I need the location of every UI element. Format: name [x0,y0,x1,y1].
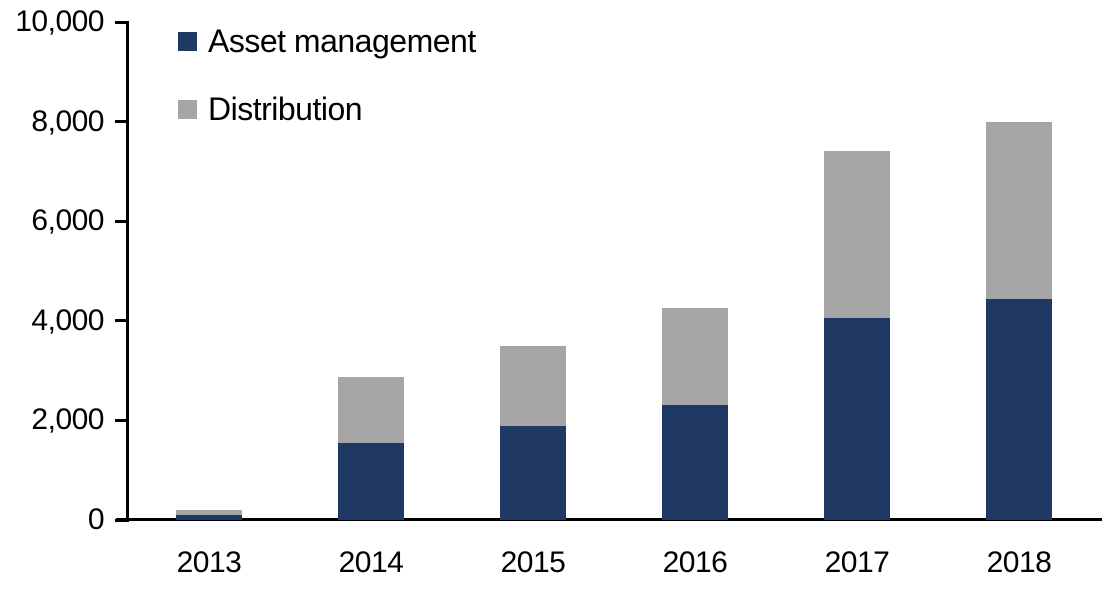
distribution-swatch-icon [178,99,197,119]
legend-label-distribution: Distribution [208,91,363,127]
x-tick-label-2016: 2016 [662,546,728,579]
bar-2017-distribution [824,151,890,319]
y-tick-6-000 [115,219,129,223]
legend: Asset management Distribution [178,22,476,158]
y-tick-label-4-000: 4,000 [31,303,104,337]
bar-2017-asset-management [824,318,890,520]
x-tick-label-2013: 2013 [176,546,242,579]
x-tick-label-2015: 2015 [500,546,566,579]
bar-2015-asset-management [500,425,566,520]
bar-2016-distribution [662,308,728,405]
x-tick-label-2018: 2018 [986,546,1052,579]
y-tick-4-000 [115,319,129,323]
y-axis-line [126,22,129,521]
bar-2016-asset-management [662,404,728,520]
y-tick-label-0: 0 [87,503,105,536]
y-tick-label-8-000: 8,000 [31,104,104,138]
legend-item-asset-management: Asset management [178,22,476,60]
bar-2018-asset-management [986,299,1052,520]
y-tick-0 [115,518,129,522]
y-tick-8-000 [115,120,129,124]
asset-management-swatch-icon [178,31,197,51]
legend-item-distribution: Distribution [178,90,476,128]
bar-2014-asset-management [338,442,404,520]
bar-2015-distribution [500,345,566,426]
x-axis-line [116,518,1102,521]
bar-2013-distribution [176,510,242,515]
x-tick-label-2017: 2017 [824,546,890,579]
legend-label-asset-management: Asset management [208,23,476,59]
bar-2018-distribution [986,121,1052,300]
bar-2013-asset-management [176,514,242,520]
y-tick-label-10-000: 10,000 [15,5,104,38]
bar-2014-distribution [338,377,404,443]
y-tick-label-6-000: 6,000 [31,204,104,238]
y-tick-10-000 [115,20,129,24]
x-tick-label-2014: 2014 [338,546,404,579]
y-tick-label-2-000: 2,000 [31,403,104,437]
y-tick-2-000 [115,418,129,422]
